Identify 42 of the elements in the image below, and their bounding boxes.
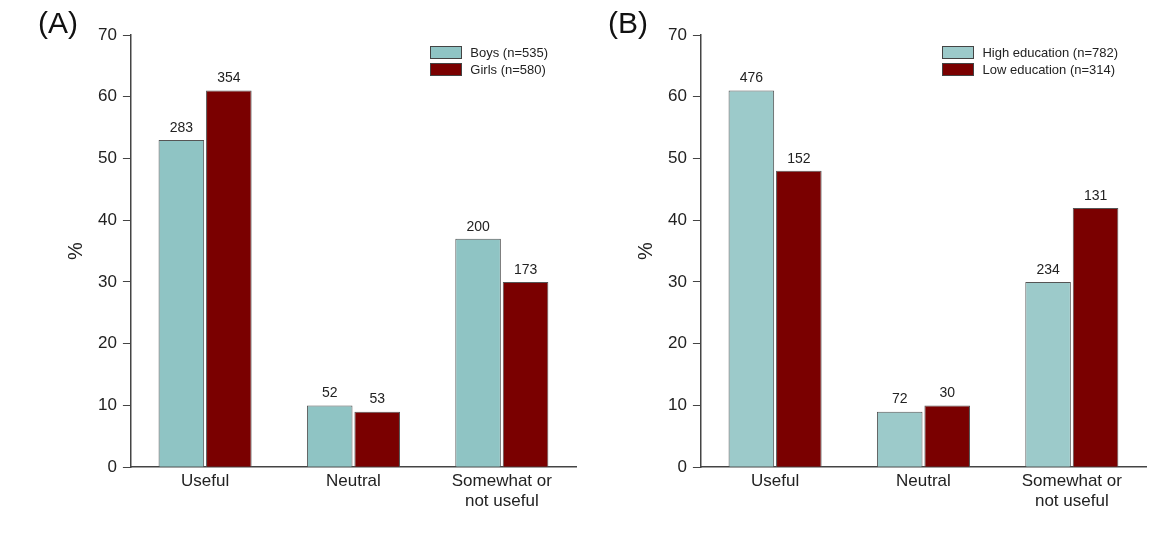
annotation: 476 [739,69,764,86]
y-tick-label: 70 [667,24,687,44]
annotation: 354 [217,69,241,86]
y-tick-label: 0 [107,456,117,476]
y-tick-label: 60 [667,86,687,106]
y-tick-label: 50 [667,148,687,168]
chart-title: (B) [608,6,648,40]
y-tick-label: 40 [667,209,687,229]
legend-label: High education (n=782) [982,45,1118,60]
annotation: 152 [787,149,811,166]
y-tick-label: 70 [97,24,117,44]
x-tick-label: Neutral [326,471,381,491]
x-tick-label: Useful [181,471,230,491]
annotation: 131 [1083,186,1108,203]
annotation: 173 [513,260,538,277]
annotation: 234 [1036,260,1060,277]
annotation: 72 [891,390,908,407]
y-tick-label: 20 [97,333,117,353]
y-tick-label: 50 [97,148,117,168]
legend-label: Boys (n=535) [470,45,548,60]
y-tick-label: 20 [667,333,687,353]
x-tick-label: Neutral [896,471,951,491]
y-tick-label: 30 [667,271,687,291]
legend-label: Low education (n=314) [982,62,1116,77]
y-tick-label: 30 [97,271,117,291]
annotation: 53 [369,390,386,407]
annotation: 283 [169,118,194,135]
x-tick-label: Somewhat or not useful [451,471,553,511]
y-tick-label: 60 [97,86,117,106]
annotation: 52 [321,384,338,401]
y-axis-title: % [633,242,656,260]
y-tick-label: 10 [667,395,687,415]
legend-label: Girls (n=580) [470,62,546,77]
chart-title: (A) [38,6,78,40]
y-axis-title: % [63,242,86,260]
annotation: 30 [939,384,956,401]
y-tick-label: 40 [97,209,117,229]
x-tick-label: Somewhat or not useful [1021,471,1123,511]
annotation: 200 [466,217,490,234]
y-tick-label: 10 [97,395,117,415]
y-tick-label: 0 [677,456,687,476]
x-tick-label: Useful [751,471,800,491]
